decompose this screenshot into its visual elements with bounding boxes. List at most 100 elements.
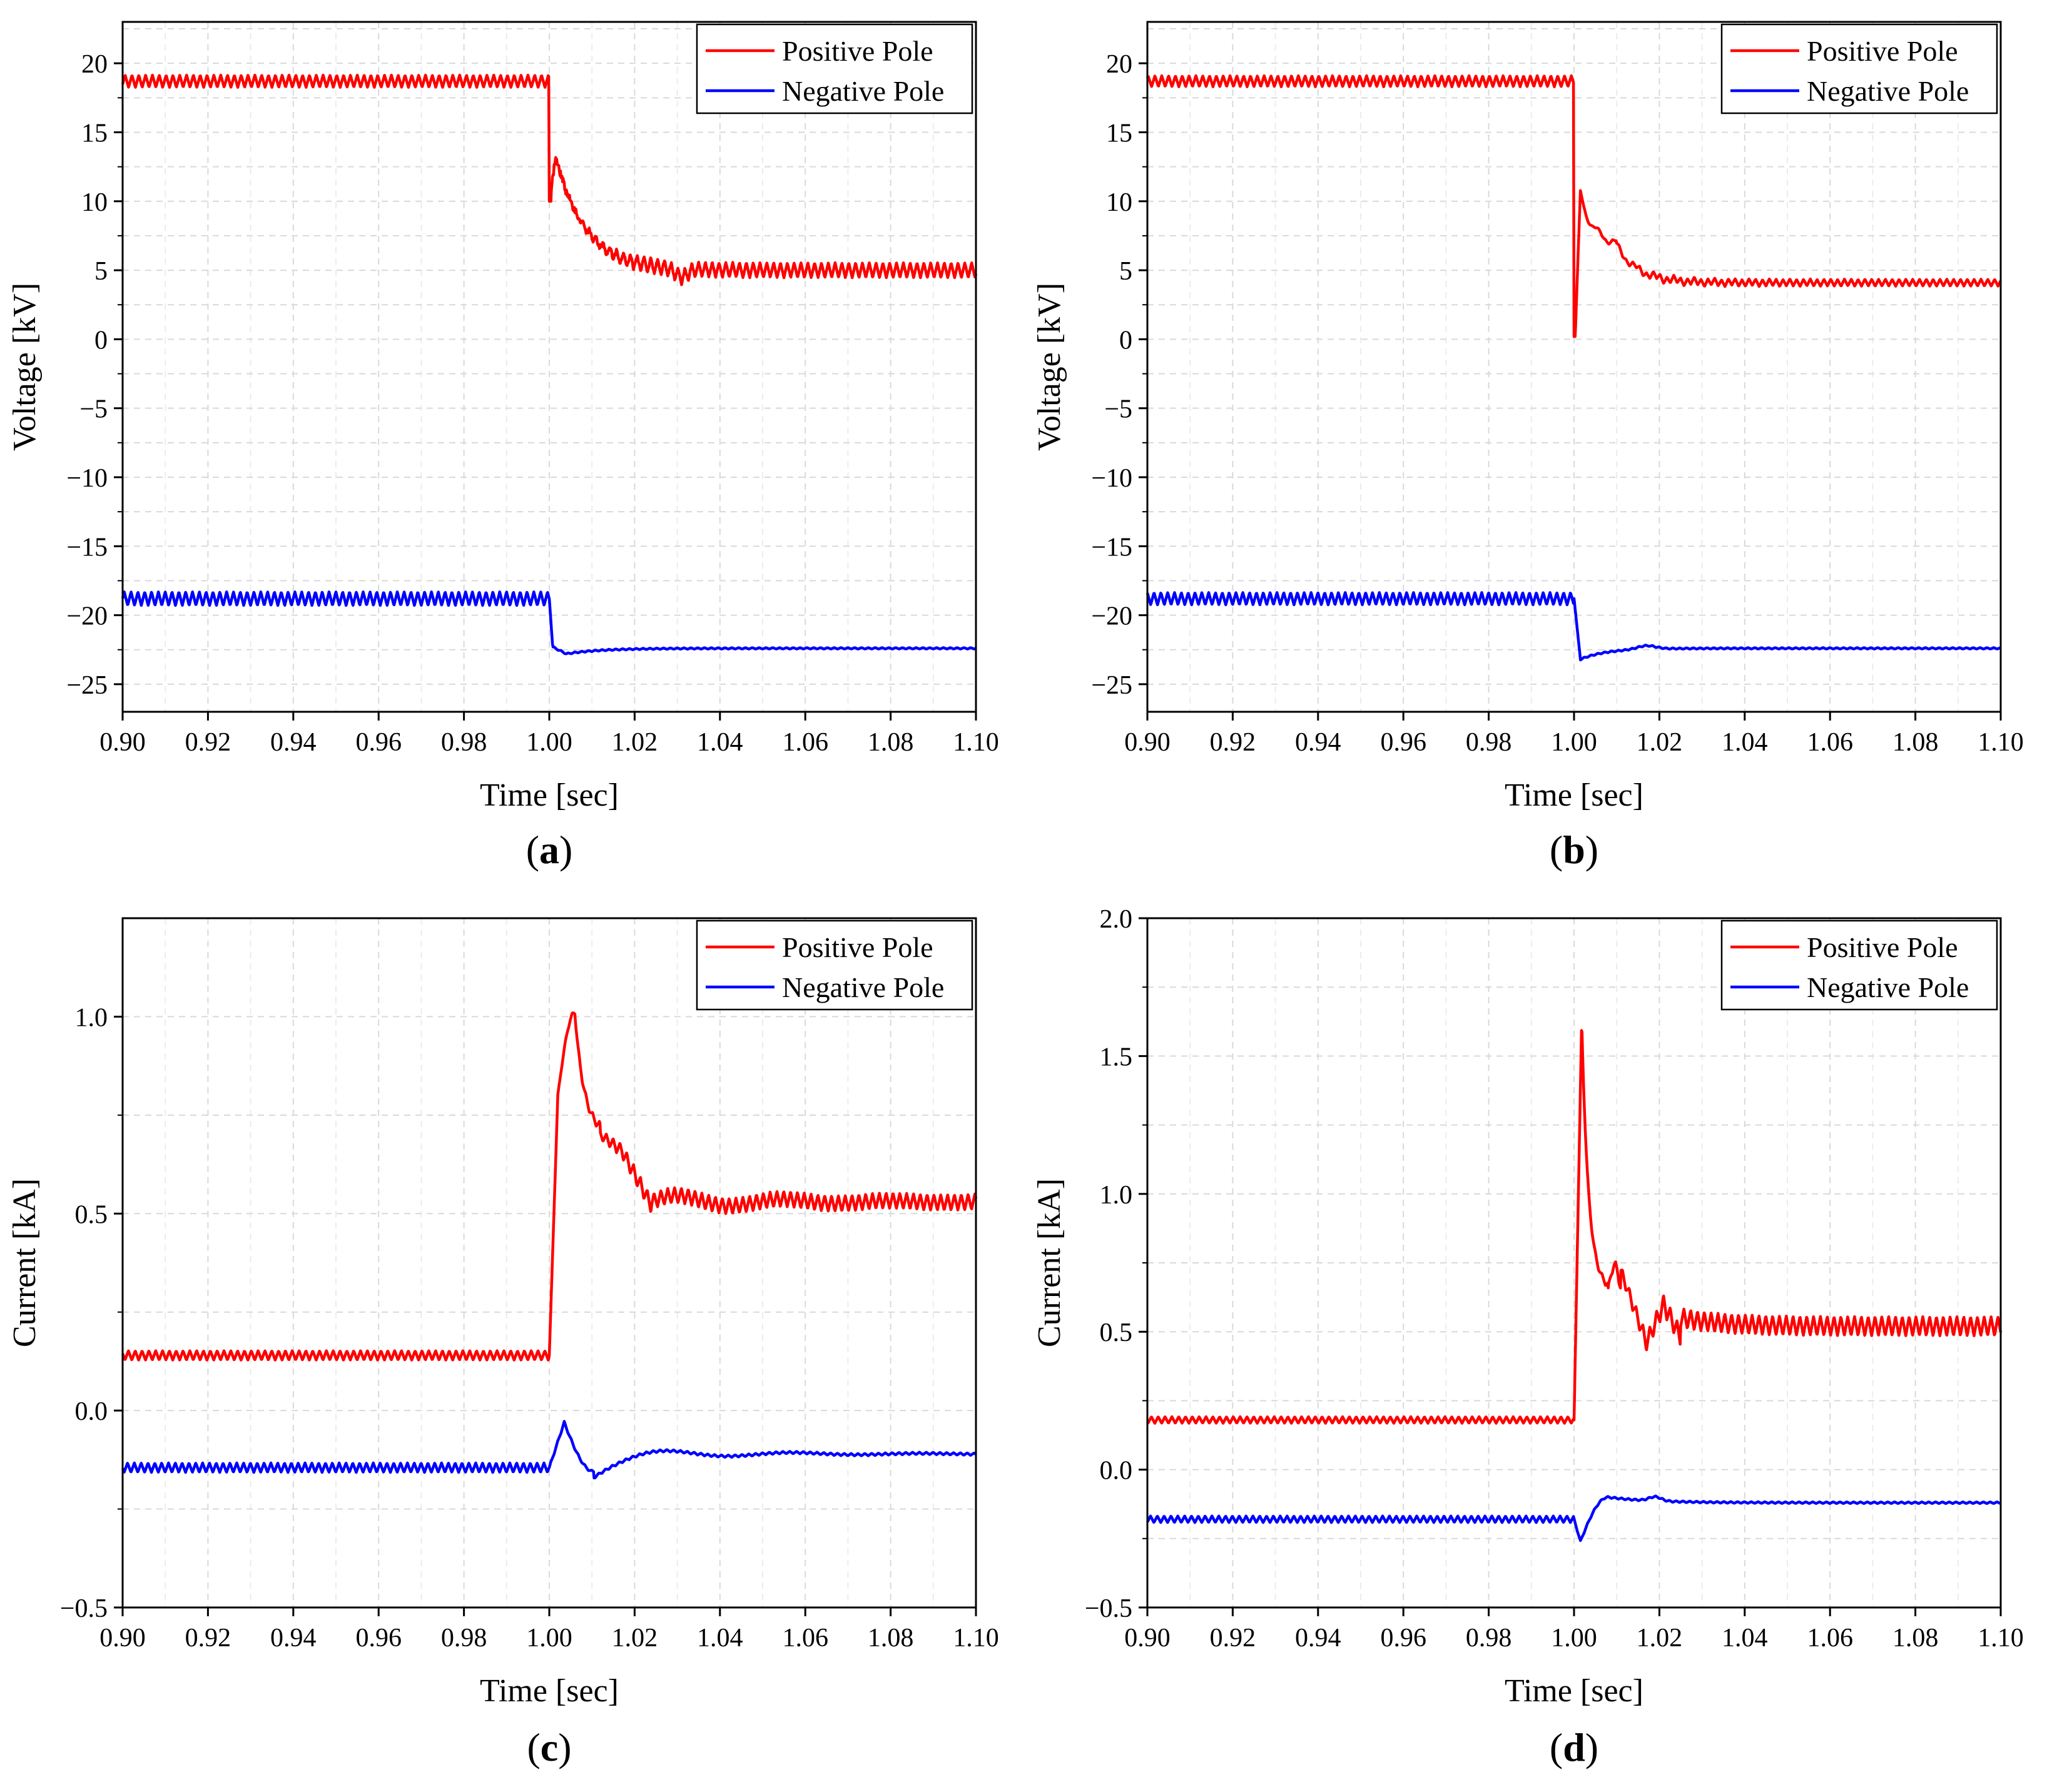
x-tick-label: 0.94: [1295, 1624, 1341, 1653]
y-tick-label: −10: [1091, 464, 1132, 493]
legend-label: Negative Pole: [782, 971, 944, 1003]
x-axis-label: Time [sec]: [480, 1673, 619, 1709]
legend-label: Positive Pole: [782, 35, 933, 67]
panel-caption: (d): [1550, 1725, 1598, 1769]
x-tick-label: 1.00: [1551, 1624, 1597, 1653]
legend-label: Negative Pole: [782, 75, 944, 107]
x-tick-label: 1.06: [1807, 1624, 1853, 1653]
x-tick-label: 1.00: [526, 1624, 572, 1653]
x-tick-label: 1.06: [1807, 728, 1853, 757]
y-tick-label: 0.0: [75, 1397, 108, 1426]
series-line-negative-pole: [1146, 1494, 2002, 1542]
caption-letter: c: [541, 1725, 558, 1769]
x-tick-label: 0.92: [185, 1624, 231, 1653]
y-tick-label: 0.5: [75, 1200, 108, 1229]
legend-box: [1720, 23, 1998, 114]
x-tick-label: 0.98: [1466, 1624, 1512, 1653]
caption-letter: d: [1563, 1725, 1585, 1769]
caption-open-paren: (: [1550, 828, 1563, 872]
x-tick-label: 1.04: [697, 728, 743, 757]
panel-caption: (c): [527, 1725, 571, 1769]
y-tick-label: −25: [66, 671, 108, 700]
series-line-negative-pole: [121, 590, 977, 656]
y-tick-label: 20: [1106, 50, 1132, 79]
x-tick-label: 1.02: [612, 1624, 658, 1653]
series-line-positive-pole: [121, 73, 978, 286]
panel-caption: (a): [526, 828, 573, 872]
legend-label: Negative Pole: [1807, 971, 1969, 1003]
x-tick-label: 1.08: [1892, 1624, 1939, 1653]
grid: [1147, 22, 2001, 712]
y-axis-label: Voltage [kV]: [7, 283, 43, 451]
x-tick-label: 0.96: [1380, 728, 1426, 757]
caption-letter: b: [1563, 828, 1585, 872]
x-tick-label: 1.00: [526, 728, 572, 757]
x-tick-label: 0.98: [441, 728, 487, 757]
y-tick-label: 1.5: [1100, 1043, 1133, 1071]
y-tick-label: 0: [94, 326, 108, 355]
x-tick-label: 0.92: [185, 728, 231, 757]
x-tick-label: 0.92: [1210, 1624, 1256, 1653]
panel-caption: (b): [1550, 828, 1598, 872]
chart-panel-c: 0.90 0.92 0.94 0.96 0.98 1.00 1.02 1.04 1.06 1.08…: [7, 917, 999, 1769]
y-tick-label: −0.5: [60, 1594, 108, 1623]
y-tick-label: 5: [94, 257, 108, 286]
x-tick-label: 0.90: [1124, 728, 1171, 757]
series-line-positive-pole: [1146, 1029, 2003, 1425]
y-tick-label: −15: [1091, 533, 1132, 562]
y-tick-label: 5: [1119, 257, 1132, 286]
legend-box: [1720, 919, 1998, 1011]
series-line-positive-pole: [121, 1011, 978, 1362]
legend: Positive Pole Negative Pole: [696, 23, 973, 114]
caption-letter: a: [539, 828, 559, 872]
y-tick-label: 0: [1119, 326, 1132, 355]
x-axis-label: Time [sec]: [1505, 1673, 1643, 1709]
grid: [122, 918, 977, 1608]
legend: Positive Pole Negative Pole: [1720, 23, 1998, 114]
x-tick-label: 0.90: [99, 728, 146, 757]
x-tick-label: 0.96: [1380, 1624, 1426, 1653]
x-tick-label: 0.98: [1466, 728, 1512, 757]
legend-label: Positive Pole: [782, 931, 933, 963]
x-tick-label: 1.04: [1722, 1624, 1768, 1653]
series-line-positive-pole: [1145, 74, 2002, 338]
x-tick-label: 1.04: [1722, 728, 1768, 757]
legend-box: [696, 23, 973, 114]
y-tick-label: 0.5: [1100, 1319, 1133, 1347]
x-tick-label: 0.94: [270, 1624, 317, 1653]
y-tick-label: 1.0: [1100, 1181, 1133, 1210]
y-tick-label: −20: [1091, 602, 1132, 631]
y-tick-label: −5: [79, 395, 108, 424]
x-tick-label: 0.98: [441, 1624, 487, 1653]
caption-close-paren: ): [1585, 828, 1598, 872]
y-tick-label: 10: [1106, 188, 1132, 217]
y-tick-label: 10: [81, 188, 108, 217]
y-tick-label: −10: [66, 464, 108, 493]
legend-label: Negative Pole: [1807, 75, 1969, 107]
x-tick-label: 1.10: [953, 728, 999, 757]
x-axis-label: Time [sec]: [480, 777, 619, 813]
legend: Positive Pole Negative Pole: [696, 919, 973, 1011]
y-tick-label: 2.0: [1100, 905, 1133, 934]
y-axis-label: Voltage [kV]: [1032, 283, 1067, 451]
x-tick-label: 1.08: [1892, 728, 1939, 757]
caption-open-paren: (: [527, 1725, 540, 1769]
y-tick-label: −25: [1091, 671, 1132, 700]
y-tick-label: 15: [1106, 119, 1132, 148]
y-tick-label: −15: [66, 533, 108, 562]
x-tick-label: 1.02: [1637, 1624, 1683, 1653]
y-axis-label: Current [kA]: [1032, 1178, 1067, 1347]
x-tick-label: 1.10: [953, 1624, 999, 1653]
y-tick-label: 1.0: [75, 1003, 108, 1032]
series-line-negative-pole: [1145, 591, 2002, 662]
caption-open-paren: (: [1550, 1725, 1563, 1769]
y-axis-label: Current [kA]: [7, 1178, 43, 1347]
caption-close-paren: ): [1585, 1725, 1598, 1769]
legend: Positive Pole Negative Pole: [1720, 919, 1998, 1011]
legend-label: Positive Pole: [1807, 35, 1958, 67]
x-tick-label: 1.00: [1551, 728, 1597, 757]
x-tick-label: 1.10: [1978, 728, 2024, 757]
x-tick-label: 0.94: [1295, 728, 1341, 757]
x-tick-label: 1.08: [868, 728, 914, 757]
chart-panel-d: 0.90 0.92 0.94 0.96 0.98 1.00 1.02 1.04 1.06 1.08…: [1032, 905, 2024, 1769]
